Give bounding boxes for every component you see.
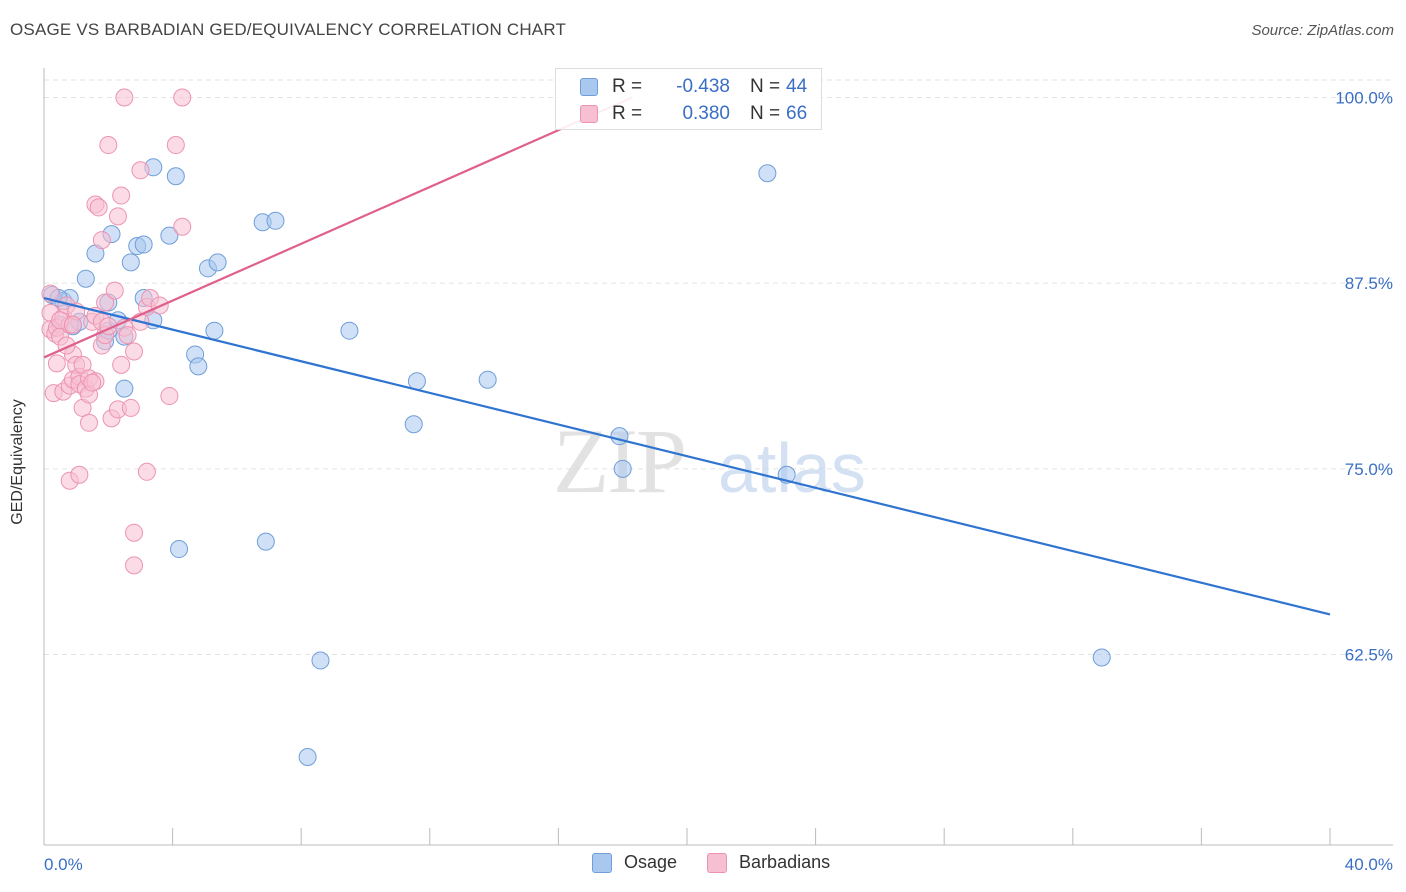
osage-point: [266, 211, 285, 230]
osage-n-value: 44: [786, 76, 808, 97]
osage-point: [758, 164, 777, 183]
barbadians-point: [131, 161, 150, 180]
barbadians-point: [92, 231, 111, 250]
osage-point: [256, 532, 275, 551]
osage-point: [1092, 648, 1111, 667]
osage-point: [160, 226, 179, 245]
barbadians-swatch: [580, 105, 598, 123]
barbadians-r-value: 0.380: [682, 103, 730, 124]
osage-point: [311, 651, 330, 670]
osage-point: [340, 321, 359, 340]
n-label: N =: [750, 103, 781, 124]
barbadians-point: [99, 136, 118, 155]
osage-point: [166, 167, 185, 186]
barbadians-point: [47, 354, 66, 373]
x-tick-label: 40.0%: [1345, 855, 1393, 874]
barbadians-point: [112, 355, 131, 374]
osage-point: [205, 321, 224, 340]
osage-point: [170, 540, 189, 559]
barbadians-point: [160, 387, 179, 406]
stats-legend-row-osage: R = -0.438 N = 44: [580, 74, 807, 100]
osage-point: [298, 747, 317, 766]
osage-r-value: -0.438: [676, 76, 730, 97]
osage-point: [76, 269, 95, 288]
r-label: R =: [612, 103, 643, 124]
osage-point: [115, 379, 134, 398]
osage-point: [404, 415, 423, 434]
barbadians-point: [125, 556, 144, 575]
legend-item-osage[interactable]: Osage: [592, 852, 677, 873]
x-tick-label: 0.0%: [44, 855, 83, 874]
barbadians-point: [108, 207, 127, 226]
osage-point: [478, 370, 497, 389]
osage-point: [613, 459, 632, 478]
barbadians-legend-swatch: [707, 852, 728, 873]
barbadians-point: [173, 217, 192, 236]
barbadians-point: [89, 198, 108, 217]
barbadians-point: [112, 186, 131, 205]
barbadians-point: [137, 462, 156, 481]
barbadians-point: [83, 373, 102, 392]
barbadians-point: [70, 465, 89, 484]
series-legend: Osage Barbadians: [592, 852, 860, 873]
osage-point: [208, 253, 227, 272]
osage-swatch: [580, 78, 598, 96]
source-label: Source: ZipAtlas.com: [1251, 22, 1394, 39]
barbadians-n-value: 66: [786, 103, 808, 124]
y-tick-label: 100.0%: [1335, 89, 1393, 108]
barbadians-point: [118, 326, 137, 345]
chart-title: OSAGE VS BARBADIAN GED/EQUIVALENCY CORRE…: [10, 20, 567, 39]
osage-point: [189, 357, 208, 376]
barbadians-point: [115, 88, 134, 107]
osage-point: [121, 253, 140, 272]
barbadians-point: [96, 293, 115, 312]
barbadians-point: [125, 342, 144, 361]
r-label: R =: [612, 76, 643, 97]
osage-legend-swatch: [592, 852, 612, 873]
barbadians-point: [121, 398, 140, 417]
barbadians-point: [125, 523, 144, 542]
osage-point: [134, 235, 153, 254]
barbadians-point: [80, 413, 99, 432]
barbadians-point: [166, 136, 185, 155]
legend-item-barbadians[interactable]: Barbadians: [707, 852, 830, 873]
y-tick-label: 87.5%: [1345, 274, 1393, 293]
osage-trendline: [43, 296, 1331, 616]
osage-point: [407, 372, 426, 391]
stats-legend-row-barbadians: R = 0.380 N = 66: [580, 101, 807, 127]
n-label: N =: [750, 76, 781, 97]
barbadians-point: [63, 315, 82, 334]
y-tick-label: 62.5%: [1345, 646, 1393, 665]
barbadians-legend-label: Barbadians: [739, 852, 831, 872]
y-tick-label: 75.0%: [1345, 460, 1393, 479]
barbadians-point: [173, 88, 192, 107]
barbadians-trendline: [43, 96, 633, 359]
stats-legend: R = -0.438 N = 44 R = 0.380 N = 66: [555, 68, 822, 130]
osage-legend-label: Osage: [624, 852, 678, 872]
barbadians-point: [105, 281, 124, 300]
